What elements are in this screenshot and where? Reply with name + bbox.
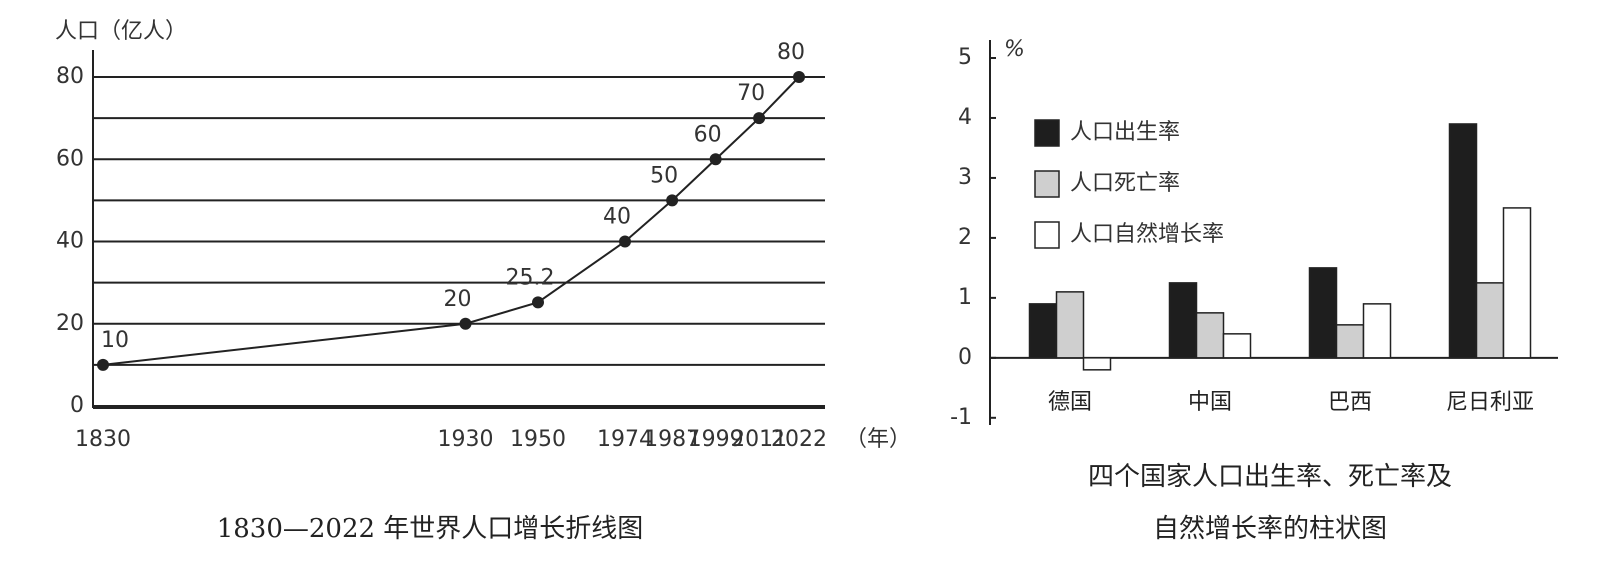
x-tick-label: 1930 — [438, 427, 494, 452]
y-tick-label: 2 — [958, 225, 972, 250]
y-tick-label: 80 — [56, 64, 84, 89]
chart-caption: 1830—2022 年世界人口增长折线图 — [217, 514, 644, 544]
bar — [1028, 303, 1058, 359]
y-tick-label: -1 — [950, 405, 972, 430]
chart-caption: 自然增长率的柱状图 — [1153, 514, 1387, 544]
data-label: 80 — [777, 40, 805, 65]
bar — [1308, 267, 1338, 359]
y-tick-label: 5 — [958, 45, 972, 70]
legend-swatch — [1034, 170, 1060, 198]
point — [709, 153, 722, 166]
y-tick-label: 4 — [958, 105, 972, 130]
point — [793, 71, 805, 83]
point — [619, 235, 631, 248]
y-tick-label: 1 — [958, 285, 972, 310]
x-tick-label: 尼日利亚 — [1446, 390, 1534, 415]
x-tick-label: 1830 — [75, 427, 131, 452]
data-label: 50 — [650, 163, 678, 188]
y-axis-label: % — [1004, 37, 1025, 62]
bar — [1168, 282, 1198, 359]
point — [97, 358, 109, 371]
data-label: 10 — [101, 328, 129, 353]
bar — [1362, 303, 1392, 359]
x-axis-label: （年） — [845, 427, 911, 452]
bar — [1055, 291, 1085, 359]
bar — [1502, 207, 1532, 359]
bar — [1475, 282, 1505, 359]
x-tick-label: 1950 — [510, 427, 566, 452]
bar — [1195, 312, 1225, 359]
bar — [1222, 333, 1252, 359]
data-label: 40 — [603, 205, 631, 230]
x-tick-label: 巴西 — [1328, 390, 1372, 415]
chart-caption: 四个国家人口出生率、死亡率及 — [1088, 462, 1452, 492]
data-label: 20 — [444, 287, 472, 312]
point — [459, 317, 472, 330]
bar — [1082, 357, 1112, 371]
x-tick-label: 2022 — [771, 427, 827, 452]
x-tick-label: 2011 — [731, 427, 787, 452]
data-label: 25.2 — [506, 265, 555, 290]
legend-label: 人口出生率 — [1070, 120, 1180, 145]
bar — [1335, 324, 1365, 359]
point — [532, 296, 544, 309]
x-tick-label: 1987 — [644, 427, 700, 452]
data-label: 70 — [737, 81, 765, 106]
x-tick-label: 1974 — [597, 427, 653, 452]
y-tick-label: 20 — [56, 311, 84, 336]
x-tick-label: 1999 — [688, 427, 744, 452]
point — [666, 194, 679, 207]
x-tick-label: 中国 — [1188, 390, 1232, 415]
y-tick-label: 3 — [958, 165, 972, 190]
y-tick-label: 0 — [958, 345, 972, 370]
point — [753, 112, 766, 125]
legend-label: 人口死亡率 — [1070, 171, 1180, 196]
y-tick-label: 0 — [70, 393, 84, 418]
line — [102, 76, 800, 366]
y-tick-label: 40 — [56, 229, 84, 254]
data-label: 60 — [694, 122, 722, 147]
y-axis-label: 人口（亿人） — [55, 19, 187, 44]
legend-swatch — [1034, 119, 1060, 147]
bar — [1448, 123, 1478, 359]
legend-swatch — [1034, 221, 1060, 249]
y-tick-label: 60 — [56, 146, 84, 171]
x-tick-label: 德国 — [1048, 390, 1092, 415]
legend-label: 人口自然增长率 — [1070, 222, 1224, 247]
